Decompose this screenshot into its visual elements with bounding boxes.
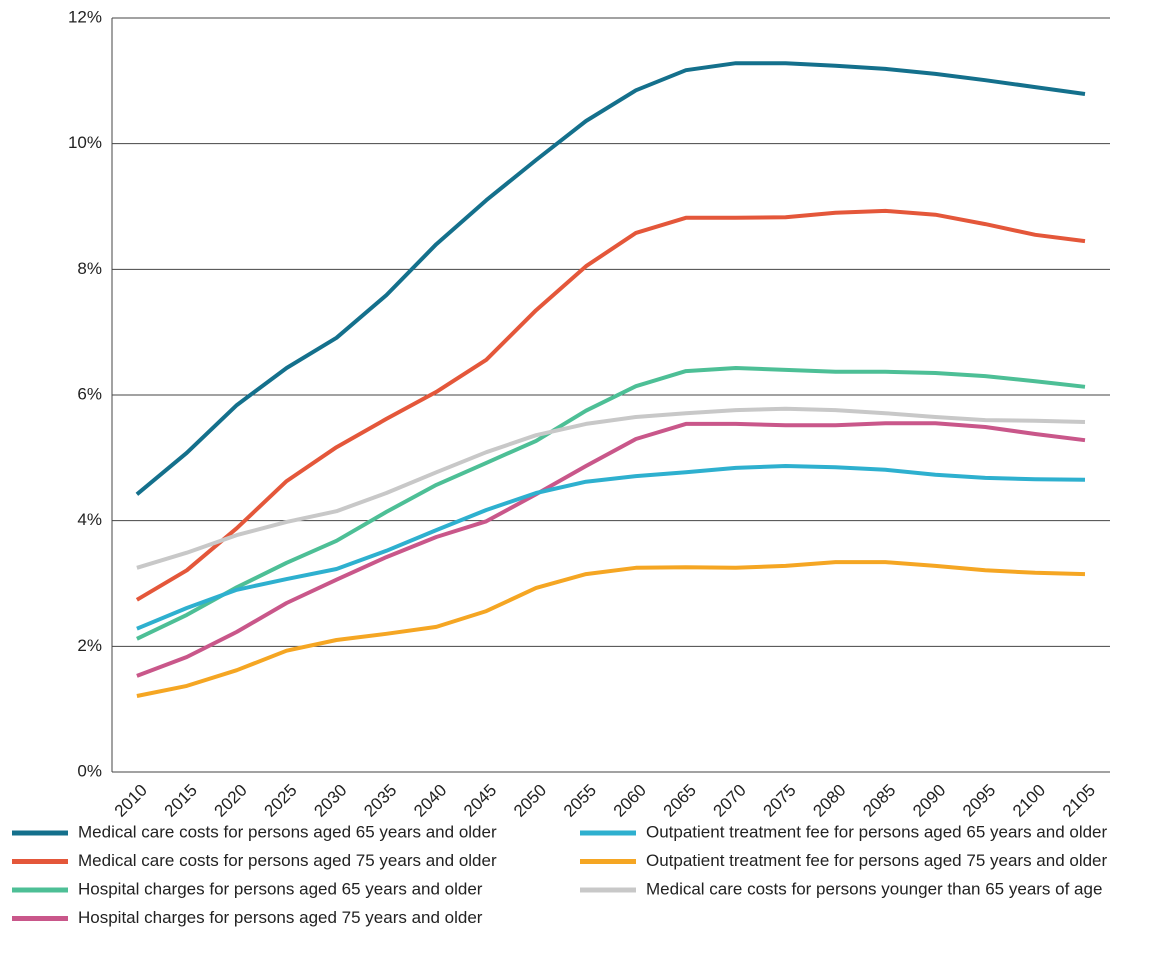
x-tick-label: 2055 [560, 781, 600, 821]
y-tick-label: 0% [77, 761, 102, 780]
legend-label: Hospital charges for persons aged 65 yea… [78, 879, 483, 898]
y-tick-label: 8% [77, 259, 102, 278]
legend-label: Medical care costs for persons aged 65 y… [78, 822, 497, 841]
x-tick-label: 2085 [859, 781, 899, 821]
x-tick-label: 2090 [909, 781, 949, 821]
x-tick-label: 2020 [211, 781, 251, 821]
x-tick-label: 2105 [1059, 781, 1099, 821]
y-tick-label: 10% [68, 133, 102, 152]
y-tick-label: 2% [77, 636, 102, 655]
x-tick-label: 2025 [260, 781, 300, 821]
data-line [136, 421, 1086, 678]
legend-label: Medical care costs for persons aged 75 y… [78, 851, 497, 870]
y-tick-label: 6% [77, 384, 102, 403]
x-tick-label: 2095 [959, 781, 999, 821]
y-tick-label: 4% [77, 510, 102, 529]
x-tick-label: 2075 [759, 781, 799, 821]
x-tick-label: 2080 [809, 781, 849, 821]
x-tick-label: 2070 [710, 781, 750, 821]
data-line [136, 366, 1086, 641]
x-tick-label: 2100 [1009, 781, 1049, 821]
data-line [135, 208, 1086, 602]
x-tick-label: 2065 [660, 781, 700, 821]
data-line [136, 464, 1086, 631]
legend-label: Outpatient treatment fee for persons age… [646, 851, 1108, 870]
x-tick-label: 2035 [360, 781, 400, 821]
data-line [136, 406, 1086, 570]
data-line [135, 61, 1086, 496]
legend-label: Medical care costs for persons younger t… [646, 879, 1102, 898]
x-tick-label: 2010 [111, 781, 151, 821]
x-tick-label: 2050 [510, 781, 550, 821]
x-tick-label: 2015 [161, 781, 201, 821]
legend-label: Outpatient treatment fee for persons age… [646, 822, 1108, 841]
x-tick-label: 2045 [460, 781, 500, 821]
x-tick-label: 2040 [410, 781, 450, 821]
data-line [136, 560, 1086, 698]
x-tick-label: 2060 [610, 781, 650, 821]
y-tick-label: 12% [68, 7, 102, 26]
x-tick-label: 2030 [310, 781, 350, 821]
legend-label: Hospital charges for persons aged 75 yea… [78, 908, 483, 927]
